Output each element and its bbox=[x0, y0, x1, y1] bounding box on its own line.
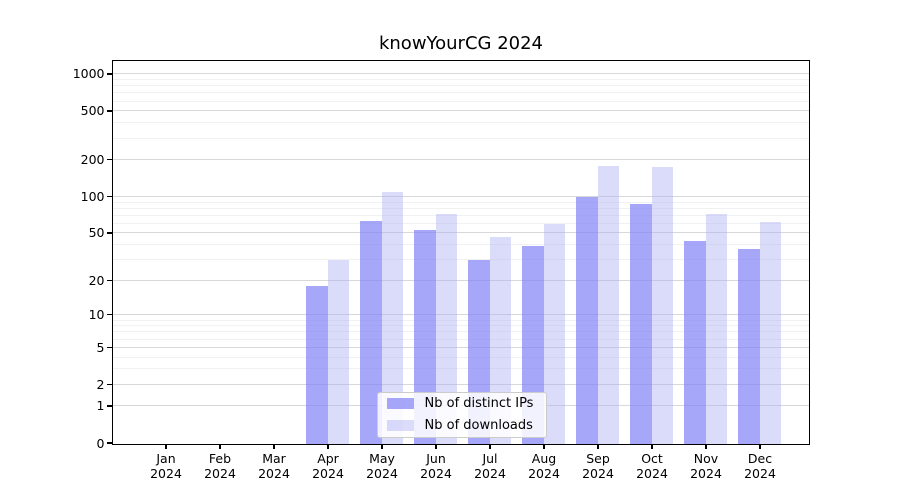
y-tick-label-2: 2 bbox=[96, 376, 105, 392]
x-tick-mark-oct bbox=[651, 444, 653, 449]
gridline-minor-300 bbox=[112, 137, 809, 139]
y-tick-mark-500 bbox=[106, 110, 112, 112]
x-tick-mark-jun bbox=[435, 444, 437, 449]
gridline-major-500 bbox=[112, 110, 809, 112]
x-tick-mark-apr bbox=[327, 444, 329, 449]
x-tick-label-jan: Jan 2024 bbox=[150, 450, 182, 482]
y-tick-mark-5 bbox=[106, 346, 112, 348]
legend-label-distinct-ips: Nb of distinct IPs bbox=[424, 396, 534, 411]
bar-downloads-nov bbox=[705, 214, 727, 444]
gridline-major-10 bbox=[112, 314, 809, 316]
x-tick-mark-feb bbox=[219, 444, 221, 449]
legend-item-downloads: Nb of downloads bbox=[386, 416, 546, 436]
gridline-minor-3 bbox=[112, 368, 809, 370]
y-tick-label-200: 200 bbox=[80, 152, 105, 168]
bar-distinct-ips-apr bbox=[306, 286, 328, 444]
chart-title: knowYourCG 2024 bbox=[378, 33, 544, 54]
legend-swatch-distinct-ips bbox=[386, 398, 414, 409]
y-tick-label-10: 10 bbox=[88, 307, 105, 323]
bar-distinct-ips-oct bbox=[630, 204, 652, 444]
gridline-minor-70 bbox=[112, 214, 809, 216]
gridline-minor-4 bbox=[112, 356, 809, 358]
x-tick-mark-nov bbox=[705, 444, 707, 449]
gridline-major-200 bbox=[112, 159, 809, 161]
bar-distinct-ips-jun bbox=[414, 230, 436, 444]
x-tick-label-jun: Jun 2024 bbox=[420, 450, 452, 482]
x-tick-mark-aug bbox=[543, 444, 545, 449]
y-tick-mark-1000 bbox=[106, 73, 112, 75]
y-tick-label-500: 500 bbox=[80, 103, 105, 119]
y-tick-mark-200 bbox=[106, 159, 112, 161]
gridline-major-2 bbox=[112, 383, 809, 385]
y-tick-label-50: 50 bbox=[88, 225, 105, 241]
gridline-minor-90 bbox=[112, 201, 809, 203]
gridline-minor-6 bbox=[112, 338, 809, 340]
y-tick-mark-2 bbox=[106, 383, 112, 385]
bar-distinct-ips-nov bbox=[684, 241, 706, 444]
gridline-minor-800 bbox=[112, 85, 809, 87]
y-tick-label-5: 5 bbox=[96, 339, 105, 355]
x-tick-mark-jul bbox=[489, 444, 491, 449]
gridline-minor-9 bbox=[112, 319, 809, 321]
x-tick-label-apr: Apr 2024 bbox=[312, 450, 344, 482]
y-tick-mark-1 bbox=[106, 405, 112, 407]
legend-item-distinct-ips: Nb of distinct IPs bbox=[386, 394, 546, 414]
bar-distinct-ips-dec bbox=[738, 249, 760, 444]
x-tick-label-jul: Jul 2024 bbox=[474, 450, 506, 482]
legend-swatch-downloads bbox=[386, 420, 414, 431]
legend-label-downloads: Nb of downloads bbox=[424, 418, 533, 433]
x-tick-label-sep: Sep 2024 bbox=[582, 450, 614, 482]
gridline-major-50 bbox=[112, 232, 809, 234]
bar-downloads-sep bbox=[597, 166, 619, 444]
bar-distinct-ips-sep bbox=[576, 196, 598, 444]
y-tick-label-100: 100 bbox=[80, 188, 105, 204]
x-tick-label-feb: Feb 2024 bbox=[204, 450, 236, 482]
y-tick-mark-0 bbox=[106, 442, 112, 444]
gridline-major-100 bbox=[112, 195, 809, 197]
legend: Nb of distinct IPs Nb of downloads bbox=[376, 391, 547, 438]
y-tick-label-1: 1 bbox=[96, 398, 105, 414]
bar-downloads-aug bbox=[543, 223, 565, 444]
gridline-minor-8 bbox=[112, 325, 809, 327]
x-tick-label-dec: Dec 2024 bbox=[744, 450, 776, 482]
x-tick-label-oct: Oct 2024 bbox=[636, 450, 668, 482]
y-tick-mark-50 bbox=[106, 232, 112, 234]
y-tick-label-0: 0 bbox=[96, 435, 105, 451]
x-tick-label-may: May 2024 bbox=[366, 450, 398, 482]
x-tick-mark-jan bbox=[165, 444, 167, 449]
plot-area: Nb of distinct IPs Nb of downloads bbox=[111, 59, 810, 445]
gridline-minor-400 bbox=[112, 122, 809, 124]
y-tick-mark-100 bbox=[106, 195, 112, 198]
bar-downloads-may bbox=[381, 191, 403, 444]
x-tick-label-mar: Mar 2024 bbox=[258, 450, 290, 482]
x-tick-mark-dec bbox=[759, 444, 761, 449]
x-tick-mark-may bbox=[381, 444, 383, 449]
bar-downloads-jun bbox=[435, 214, 457, 444]
y-tick-label-20: 20 bbox=[88, 272, 105, 288]
gridline-major-20 bbox=[112, 279, 809, 281]
x-tick-label-aug: Aug 2024 bbox=[528, 450, 560, 482]
bar-downloads-oct bbox=[651, 167, 673, 444]
gridline-minor-700 bbox=[112, 92, 809, 94]
gridline-major-1000 bbox=[112, 73, 809, 75]
x-tick-mark-mar bbox=[273, 444, 275, 449]
gridline-minor-60 bbox=[112, 222, 809, 224]
x-tick-label-nov: Nov 2024 bbox=[690, 450, 722, 482]
x-tick-mark-sep bbox=[597, 444, 599, 449]
y-tick-mark-10 bbox=[106, 314, 112, 316]
gridline-minor-40 bbox=[112, 244, 809, 246]
gridline-minor-600 bbox=[112, 100, 809, 102]
gridline-minor-900 bbox=[112, 79, 809, 81]
bar-downloads-apr bbox=[327, 260, 349, 444]
gridline-minor-30 bbox=[112, 259, 809, 261]
bar-distinct-ips-may bbox=[360, 221, 382, 444]
bar-downloads-dec bbox=[759, 222, 781, 444]
gridline-minor-7 bbox=[112, 331, 809, 333]
gridline-major-5 bbox=[112, 346, 809, 348]
gridline-minor-80 bbox=[112, 207, 809, 209]
y-tick-mark-20 bbox=[106, 279, 112, 281]
y-tick-label-1000: 1000 bbox=[72, 66, 105, 82]
